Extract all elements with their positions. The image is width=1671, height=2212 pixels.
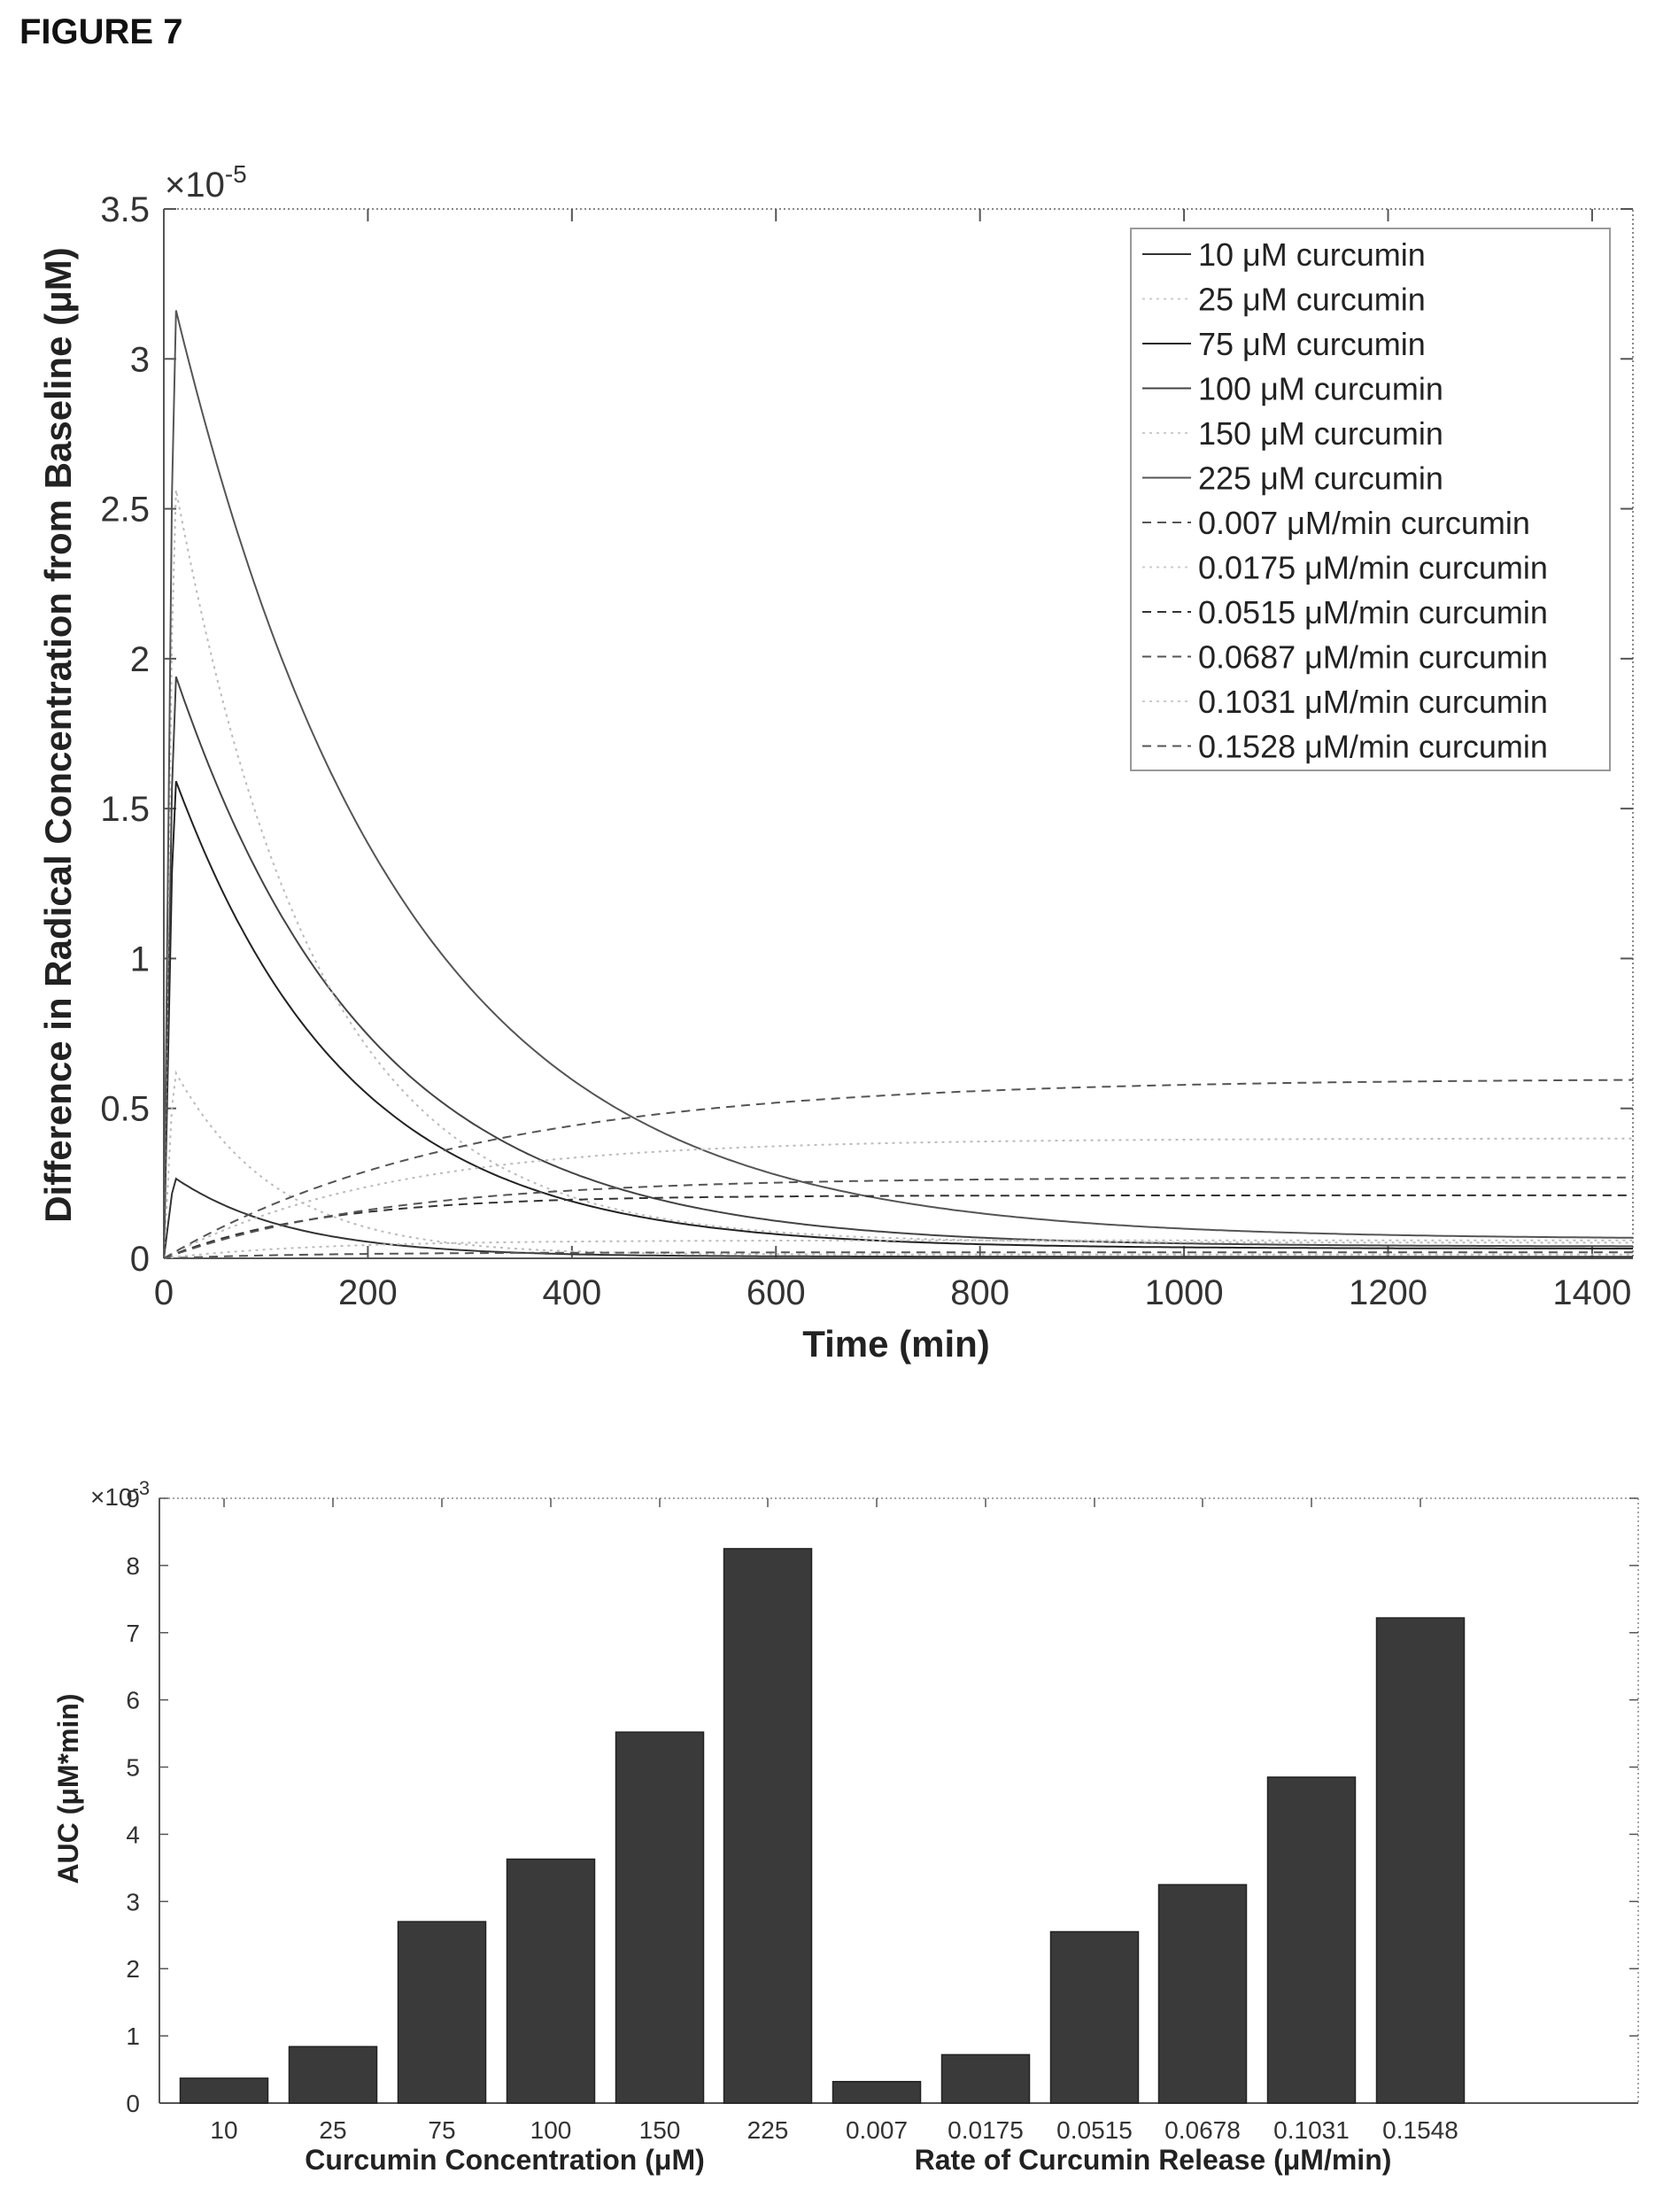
bar-y-tick-label: 6 bbox=[126, 1687, 140, 1714]
bar-plot-area bbox=[159, 1497, 1639, 2104]
bar-x-tick-label: 75 bbox=[428, 2116, 455, 2144]
bar-y-tick-label: 7 bbox=[126, 1620, 140, 1647]
line-y-tick-label: 2 bbox=[130, 640, 150, 679]
bar-y-tick-label: 5 bbox=[126, 1754, 140, 1782]
legend: 10 μM curcumin 25 μM curcumin 75 μM curcum… bbox=[1130, 228, 1611, 771]
legend-entry: 100 μM curcumin bbox=[1198, 371, 1443, 407]
line-y-axis-label: Difference in Radical Concentration from… bbox=[37, 247, 79, 1223]
series-line bbox=[163, 1070, 1633, 1259]
bar-x-tick-label: 0.0175 bbox=[948, 2116, 1024, 2144]
line-x-ticks: 0 200 400 600 800 1000 1200 1400 bbox=[154, 209, 1631, 1312]
bar-x-tick-label: 0.0678 bbox=[1164, 2116, 1241, 2144]
line-y-tick-label: 2.5 bbox=[100, 491, 150, 530]
bar bbox=[615, 1731, 705, 2104]
series-line bbox=[163, 780, 1633, 1259]
line-x-tick-label: 400 bbox=[542, 1273, 601, 1312]
series-line bbox=[163, 1177, 1633, 1259]
bar bbox=[179, 2077, 269, 2104]
bar-x-tick-label: 225 bbox=[747, 2116, 789, 2144]
line-y-tick-label: 1.5 bbox=[100, 790, 150, 829]
series-line bbox=[163, 489, 1633, 1259]
bar-y-tick-label: 2 bbox=[126, 1955, 140, 1983]
bar bbox=[1375, 1617, 1466, 2104]
legend-entry: 25 μM curcumin bbox=[1198, 282, 1426, 318]
bar-group-label-concentration: Curcumin Concentration (μM) bbox=[305, 2144, 705, 2176]
line-x-tick-label: 1000 bbox=[1145, 1273, 1224, 1312]
series-line bbox=[163, 1137, 1633, 1259]
legend-entry: 0.0175 μM/min curcumin bbox=[1198, 550, 1548, 586]
series-line bbox=[163, 1176, 1633, 1259]
bar-x-tick-label: 0.1031 bbox=[1273, 2116, 1350, 2144]
series-line bbox=[163, 310, 1633, 1259]
bar-y-tick-label: 3 bbox=[126, 1888, 140, 1915]
legend-entry: 0.007 μM/min curcumin bbox=[1198, 505, 1530, 541]
line-chart: 0 200 400 600 800 1000 1200 1400 0 0.5 1 1.5 2 2.5 3 3… bbox=[37, 160, 1634, 1365]
bars-group bbox=[179, 1548, 1466, 2104]
line-x-tick-label: 0 bbox=[154, 1273, 174, 1312]
line-x-tick-label: 600 bbox=[747, 1273, 806, 1312]
bar-chart: 0 1 2 3 4 5 6 7 8 9 ×10-3 10 25 75 100 150 225 0.007 0.0… bbox=[52, 1477, 1639, 2176]
line-x-tick-label: 200 bbox=[338, 1273, 398, 1312]
line-x-tick-label: 800 bbox=[950, 1273, 1010, 1312]
line-y-tick-label: 3 bbox=[130, 340, 150, 379]
series-line bbox=[163, 1251, 1633, 1259]
bar-x-ticks: 10 25 75 100 150 225 0.007 0.0175 0.0515 0.0678 0.… bbox=[210, 1498, 1458, 2144]
bar-y-exponent: ×10-3 bbox=[90, 1477, 150, 1511]
series-line bbox=[163, 1079, 1634, 1259]
bar-x-tick-label: 0.1548 bbox=[1382, 2116, 1458, 2144]
bar bbox=[397, 1921, 487, 2104]
bar bbox=[832, 2080, 922, 2104]
bar-x-tick-label: 0.007 bbox=[846, 2116, 908, 2144]
bar-y-axis-label: AUC (μM*min) bbox=[52, 1693, 84, 1883]
series-line bbox=[163, 1194, 1633, 1259]
bar-x-tick-label: 100 bbox=[530, 2116, 572, 2144]
bar-x-tick-label: 150 bbox=[639, 2116, 681, 2144]
line-y-tick-label: 0 bbox=[130, 1240, 150, 1279]
bar-y-tick-label: 4 bbox=[126, 1821, 140, 1848]
bar-y-tick-label: 8 bbox=[126, 1552, 140, 1580]
legend-entry: 10 μM curcumin bbox=[1198, 236, 1426, 273]
bar-y-tick-label: 1 bbox=[126, 2023, 140, 2050]
legend-entry: 0.1031 μM/min curcumin bbox=[1198, 684, 1548, 720]
bar-x-tick-label: 10 bbox=[210, 2116, 237, 2144]
legend-entry: 0.0515 μM/min curcumin bbox=[1198, 594, 1548, 630]
bar bbox=[288, 2046, 378, 2104]
bar-x-tick-label: 0.0515 bbox=[1056, 2116, 1133, 2144]
figure-title: FIGURE 7 bbox=[19, 12, 183, 51]
bar bbox=[723, 1548, 813, 2104]
legend-box bbox=[1130, 228, 1611, 771]
bar-y-ticks: 0 1 2 3 4 5 6 7 8 9 bbox=[126, 1485, 1638, 2117]
bar-group-label-release-rate: Rate of Curcumin Release (μM/min) bbox=[915, 2144, 1392, 2176]
legend-entry: 225 μM curcumin bbox=[1198, 460, 1443, 497]
legend-entry: 0.1528 μM/min curcumin bbox=[1198, 729, 1548, 765]
line-y-ticks: 0 0.5 1 1.5 2 2.5 3 3.5 bbox=[100, 190, 1633, 1279]
bar bbox=[506, 1858, 596, 2104]
line-y-tick-label: 0.5 bbox=[100, 1090, 150, 1129]
bar bbox=[1049, 1930, 1140, 2104]
legend-entry: 75 μM curcumin bbox=[1198, 326, 1426, 362]
bar bbox=[1157, 1883, 1248, 2104]
bar-y-tick-label: 0 bbox=[126, 2090, 140, 2117]
series-line bbox=[163, 676, 1633, 1259]
bar bbox=[1266, 1776, 1357, 2104]
bar-y-tick-label: 9 bbox=[126, 1485, 140, 1512]
line-x-tick-label: 1400 bbox=[1552, 1273, 1631, 1312]
bar bbox=[940, 2053, 1031, 2104]
legend-entry: 150 μM curcumin bbox=[1198, 415, 1443, 452]
line-x-axis-label: Time (min) bbox=[802, 1323, 990, 1365]
legend-entry: 0.0687 μM/min curcumin bbox=[1198, 639, 1548, 676]
line-series-group bbox=[163, 310, 1634, 1259]
line-y-exponent: ×10-5 bbox=[165, 160, 247, 205]
line-x-tick-label: 1200 bbox=[1349, 1273, 1427, 1312]
line-y-tick-label: 1 bbox=[130, 940, 150, 978]
bar-x-tick-label: 25 bbox=[319, 2116, 346, 2144]
line-y-tick-label: 3.5 bbox=[100, 190, 150, 229]
